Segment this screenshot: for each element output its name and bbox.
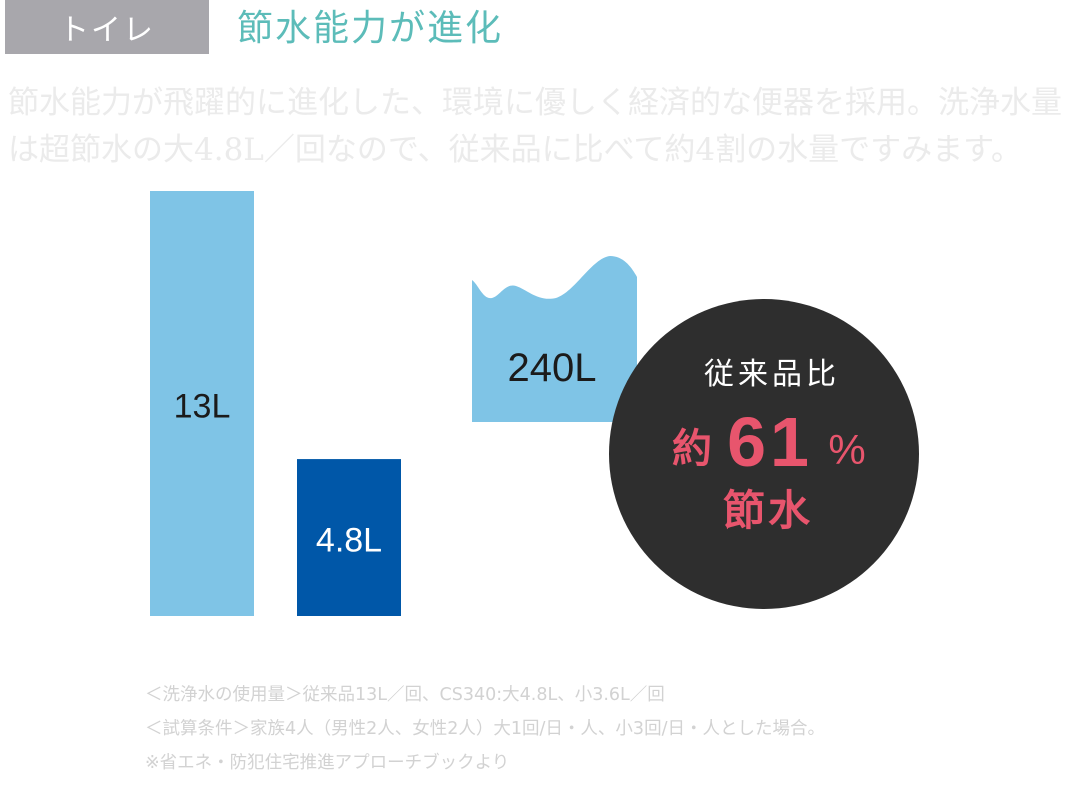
description: 節水能力が飛躍的に進化した、環境に優しく経済的な便器を採用。洗浄水量 は超節水の… — [8, 80, 1076, 174]
footnote-3: ※省エネ・防犯住宅推進アプローチブックより — [145, 753, 510, 773]
badge-prefix: 約 — [672, 426, 712, 472]
page-title: 節水能力が進化 — [237, 8, 504, 49]
footnotes: ＜洗浄水の使用量＞従来品13L／回、CS340:大4.8L、小3.6L／回 ＜試… — [145, 678, 825, 780]
badge-unit: % — [828, 426, 865, 473]
tank-label: 240L — [508, 346, 597, 390]
footnote-2: ＜試算条件＞家族4人（男性2人、女性2人）大1回/日・人、小3回/日・人とした場… — [145, 719, 825, 739]
savings-badge — [609, 299, 919, 609]
bar-2 — [297, 459, 401, 616]
bars-group: 13L 4.8L — [150, 191, 401, 616]
badge-title: 従来品比 — [704, 357, 840, 392]
bar-1 — [150, 191, 254, 616]
badge-value: 61 — [727, 403, 813, 481]
tank-shape — [472, 256, 637, 422]
description-line-1: 節水能力が飛躍的に進化した、環境に優しく経済的な便器を採用。洗浄水量 — [8, 85, 1062, 121]
footnote-1: ＜洗浄水の使用量＞従来品13L／回、CS340:大4.8L、小3.6L／回 — [145, 685, 665, 705]
description-line-2: は超節水の大4.8L／回なので、従来品に比べて約4割の水量ですみます。 — [8, 132, 1023, 168]
bar-label-1: 13L — [174, 388, 231, 426]
bar-label-2: 4.8L — [316, 522, 382, 560]
badge-suffix: 節水 — [723, 486, 813, 535]
category-tag: トイレ — [5, 0, 209, 54]
category-tag-label: トイレ — [59, 13, 155, 48]
